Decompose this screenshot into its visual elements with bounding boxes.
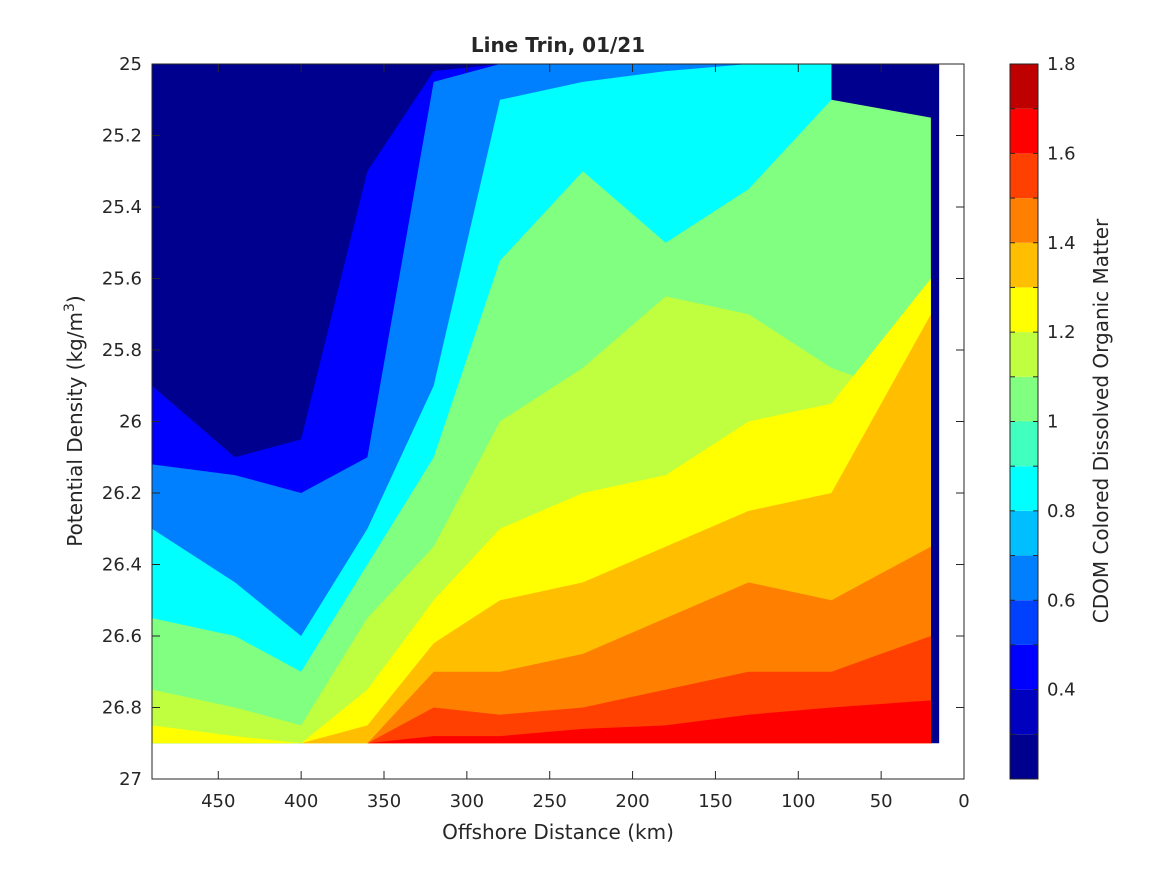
x-tick-label: 100 [781,791,815,812]
x-tick-label: 300 [450,791,484,812]
colorbar-tick-label: 0.8 [1047,501,1076,522]
y-axis-label-close: ) [63,295,87,303]
y-tick-label: 27 [119,769,142,790]
colorbar-tick-label: 0.6 [1047,590,1076,611]
colorbar-tick-label: 1 [1047,412,1058,433]
x-tick-label: 200 [615,791,649,812]
x-tick-label: 250 [533,791,567,812]
colorbar-segment-10 [1010,287,1038,333]
x-tick-label: 150 [698,791,732,812]
colorbar-segment-9 [1010,332,1038,377]
colorbar-label: CDOM Colored Dissolved Organic Matter [1089,218,1113,623]
colorbar-segment-4 [1010,555,1038,601]
colorbar-tick-label: 1.6 [1047,143,1076,164]
colorbar-segment-5 [1010,510,1038,556]
colorbar-segment-12 [1010,198,1038,243]
colorbar-segment-7 [1010,421,1038,467]
y-tick-label: 26 [119,412,142,433]
y-axis-label: Potential Density (kg/m3) [62,295,87,546]
colorbar-segment-8 [1010,376,1038,422]
colorbar-segment-0 [1010,734,1038,779]
y-axis: 25 25.2 25.4 25.6 25.8 26 26.2 26.4 26.6 26.8 27 [102,54,964,790]
colorbar-segment-6 [1010,466,1038,511]
colorbar-tick-label: 0.4 [1047,680,1076,701]
y-tick-label: 26.2 [102,483,142,504]
colorbar: 0.4 0.6 0.8 1 1.2 1.4 1.6 1.8 [1009,54,1076,780]
y-tick-label: 26.4 [102,555,142,576]
x-tick-label: 350 [367,791,401,812]
y-tick-label: 25.4 [102,197,142,218]
y-tick-label: 25 [119,54,142,75]
x-tick-label: 0 [958,791,969,812]
x-tick-label: 50 [870,791,893,812]
colorbar-segment-2 [1010,644,1038,690]
colorbar-segment-3 [1010,600,1038,645]
y-tick-label: 26.6 [102,626,142,647]
colorbar-segment-15 [1010,64,1038,109]
colorbar-segment-11 [1010,242,1038,288]
contour-band-10 [152,700,931,744]
x-axis-label: Offshore Distance (km) [442,820,674,844]
colorbar-segment-13 [1010,153,1038,199]
colorbar-tick-label: 1.4 [1047,233,1076,254]
y-tick-label: 25.2 [102,126,142,147]
x-tick-label: 400 [284,791,318,812]
x-tick-label: 450 [201,791,235,812]
colorbar-segment-1 [1010,689,1038,735]
chart-title: Line Trin, 01/21 [471,33,645,57]
x-axis: 450 400 350 300 250 200 150 100 50 0 [201,64,970,812]
contour-fills [152,64,940,744]
y-tick-label: 25.6 [102,269,142,290]
y-tick-label: 25.8 [102,340,142,361]
y-tick-label: 26.8 [102,698,142,719]
colorbar-tick-label: 1.8 [1047,54,1076,75]
colorbar-tick-label: 1.2 [1047,322,1076,343]
y-axis-label-superscript: 3 [62,303,78,312]
colorbar-segment-14 [1010,108,1038,154]
y-axis-label-main: Potential Density (kg/m [63,312,87,547]
